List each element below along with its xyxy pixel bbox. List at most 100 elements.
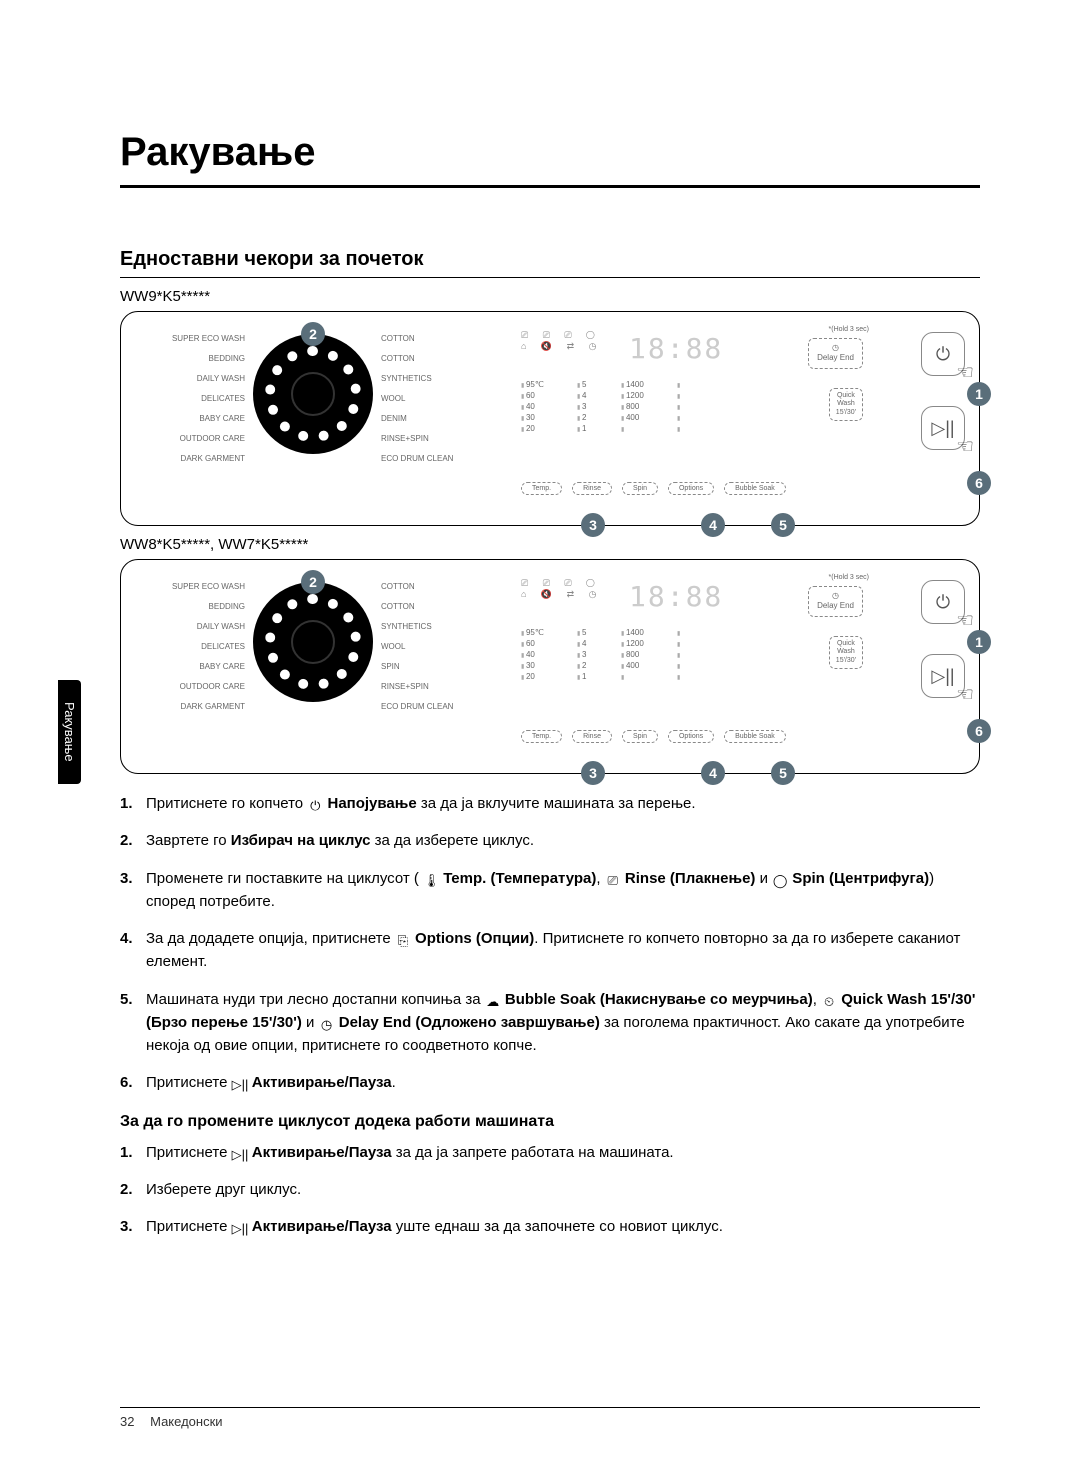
play-pause-icon: ▷|| xyxy=(232,1075,248,1091)
spin-icon: ◯ xyxy=(772,871,788,887)
power-button[interactable]: ⏻☜ xyxy=(921,332,965,376)
step-5: Машината нуди три лесно достапни копчиња… xyxy=(120,988,980,1058)
callout-2: 2 xyxy=(301,570,325,594)
options-icon: ⎘ xyxy=(395,931,411,947)
quick-wash-box[interactable]: Quick Wash 15'/30' xyxy=(829,388,863,421)
prog-left: DARK GARMENT xyxy=(133,702,245,711)
prog-right: ECO DRUM CLEAN xyxy=(381,454,453,463)
callout-3: 3 xyxy=(581,761,605,785)
button-row: Temp. Rinse Spin Options Bubble Soak xyxy=(521,730,786,743)
hold-label: *(Hold 3 sec) xyxy=(829,574,869,581)
callout-3: 3 xyxy=(581,513,605,537)
delay-end-label: Delay End xyxy=(817,353,854,362)
prog-right: RINSE+SPIN xyxy=(381,682,429,691)
spin-button[interactable]: Spin xyxy=(622,482,658,495)
time-display: 18:88 xyxy=(629,332,723,365)
play-pause-icon: ▷|| xyxy=(232,1145,248,1161)
control-panel-a: SUPER ECO WASH BEDDING DAILY WASH DELICA… xyxy=(120,311,980,526)
hand-icon: ☜ xyxy=(956,608,974,633)
section-heading: Едноставни чекори за почеток xyxy=(120,248,980,278)
start-pause-button[interactable]: ▷||☜ xyxy=(921,654,965,698)
callout-1: 1 xyxy=(967,382,991,406)
rinse-button[interactable]: Rinse xyxy=(572,730,612,743)
callout-5: 5 xyxy=(771,513,795,537)
prog-left: DAILY WASH xyxy=(133,622,245,631)
button-row: Temp. Rinse Spin Options Bubble Soak xyxy=(521,482,786,495)
step2-3: Притиснете ▷|| Активирање/Пауза уште едн… xyxy=(120,1215,980,1238)
temp-icon: 🌡 xyxy=(423,871,439,887)
sub-heading: За да го промените циклусот додека работ… xyxy=(120,1113,980,1131)
start-pause-button[interactable]: ▷||☜ xyxy=(921,406,965,450)
cycle-dial[interactable] xyxy=(253,582,373,702)
delay-end-label: Delay End xyxy=(817,601,854,610)
callout-1: 1 xyxy=(967,630,991,654)
step-1: Притиснете го копчето ⏻ Напојување за да… xyxy=(120,792,980,815)
value-grid: 95℃51400 6041200 403800 302400 201 xyxy=(521,628,717,681)
hand-icon: ☜ xyxy=(956,360,974,385)
callout-4: 4 xyxy=(701,513,725,537)
bubble-soak-button[interactable]: Bubble Soak xyxy=(724,482,786,495)
side-tab: Ракување xyxy=(58,680,81,784)
spin-button[interactable]: Spin xyxy=(622,730,658,743)
prog-left: OUTDOOR CARE xyxy=(133,434,245,443)
prog-left: OUTDOOR CARE xyxy=(133,682,245,691)
prog-right: WOOL xyxy=(381,394,405,403)
step2-2: Изберете друг циклус. xyxy=(120,1178,980,1201)
callout-6: 6 xyxy=(967,471,991,495)
options-button[interactable]: Options xyxy=(668,482,714,495)
delay-end-box[interactable]: ◷Delay End xyxy=(808,586,863,617)
delay-end-box[interactable]: ◷Delay End xyxy=(808,338,863,369)
prog-right: COTTON xyxy=(381,602,415,611)
hand-icon: ☜ xyxy=(956,434,974,459)
steps2-list: Притиснете ▷|| Активирање/Пауза за да ја… xyxy=(120,1141,980,1239)
options-button[interactable]: Options xyxy=(668,730,714,743)
step-2: Завртете го Избирач на циклус за да избе… xyxy=(120,829,980,852)
step-3: Променете ги поставките на циклусот ( 🌡 … xyxy=(120,867,980,914)
quick-wash-box[interactable]: Quick Wash 15'/30' xyxy=(829,636,863,669)
model-label-b: WW8*K5*****, WW7*K5***** xyxy=(120,536,980,553)
prog-right: ECO DRUM CLEAN xyxy=(381,702,453,711)
value-grid: 95℃51400 6041200 403800 302400 201 xyxy=(521,380,717,433)
prog-right: RINSE+SPIN xyxy=(381,434,429,443)
hold-label: *(Hold 3 sec) xyxy=(829,326,869,333)
bubble-soak-button[interactable]: Bubble Soak xyxy=(724,730,786,743)
hand-icon: ☜ xyxy=(956,682,974,707)
step2-1: Притиснете ▷|| Активирање/Пауза за да ја… xyxy=(120,1141,980,1164)
time-display: 18:88 xyxy=(629,580,723,613)
prog-left: DELICATES xyxy=(133,394,245,403)
callout-5: 5 xyxy=(771,761,795,785)
prog-left: DAILY WASH xyxy=(133,374,245,383)
bubble-icon: ☁ xyxy=(485,992,501,1008)
prog-left: SUPER ECO WASH xyxy=(133,334,245,343)
quickwash-icon: ⏲ xyxy=(821,992,837,1008)
step-6: Притиснете ▷|| Активирање/Пауза. xyxy=(120,1071,980,1094)
temp-button[interactable]: Temp. xyxy=(521,730,562,743)
prog-left: BABY CARE xyxy=(133,414,245,423)
display-area: *(Hold 3 sec) ⎚ ⎚ ⎚ ◯⌂ 🔇 ⇄ ◷ 18:88 ◷Dela… xyxy=(521,578,889,761)
cycle-dial[interactable] xyxy=(253,334,373,454)
rinse-button[interactable]: Rinse xyxy=(572,482,612,495)
model-label-a: WW9*K5***** xyxy=(120,288,980,305)
callout-4: 4 xyxy=(701,761,725,785)
footer-lang: Македонски xyxy=(150,1414,222,1429)
temp-button[interactable]: Temp. xyxy=(521,482,562,495)
prog-left: SUPER ECO WASH xyxy=(133,582,245,591)
page-number: 32 xyxy=(120,1414,134,1429)
play-pause-icon: ▷|| xyxy=(232,1219,248,1235)
prog-right: SPIN xyxy=(381,662,400,671)
power-icon: ⏻ xyxy=(307,796,323,812)
callout-2: 2 xyxy=(301,322,325,346)
prog-left: BEDDING xyxy=(133,354,245,363)
steps-list: Притиснете го копчето ⏻ Напојување за да… xyxy=(120,792,980,1095)
prog-right: WOOL xyxy=(381,642,405,651)
power-button[interactable]: ⏻☜ xyxy=(921,580,965,624)
prog-right: DENIM xyxy=(381,414,407,423)
prog-right: COTTON xyxy=(381,354,415,363)
rinse-icon: ⎚ xyxy=(605,871,621,887)
prog-right: COTTON xyxy=(381,334,415,343)
instructions-block: Притиснете го копчето ⏻ Напојување за да… xyxy=(120,792,980,1238)
prog-left: DARK GARMENT xyxy=(133,454,245,463)
control-panel-b: SUPER ECO WASH BEDDING DAILY WASH DELICA… xyxy=(120,559,980,774)
prog-right: SYNTHETICS xyxy=(381,622,432,631)
prog-right: SYNTHETICS xyxy=(381,374,432,383)
